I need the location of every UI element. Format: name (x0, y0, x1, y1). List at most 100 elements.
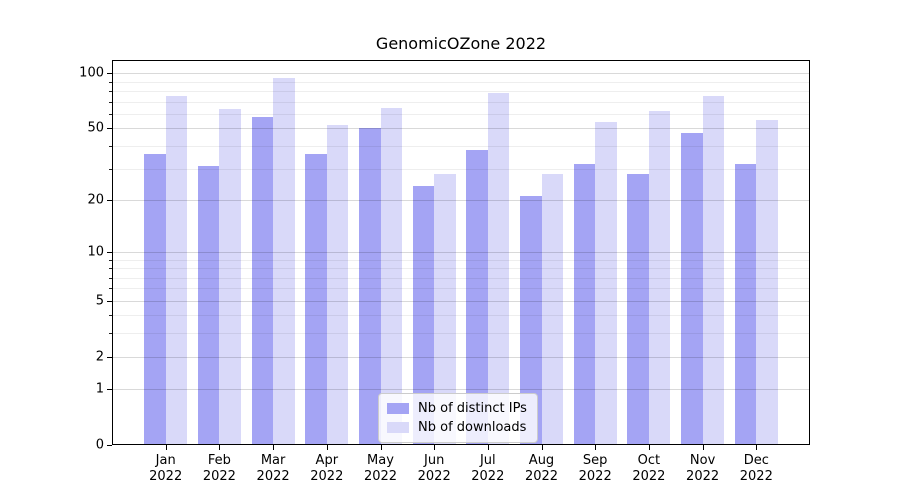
gridline-10 (112, 251, 810, 253)
xtick-sep (595, 445, 597, 450)
bar-nb-of-downloads-dec (756, 119, 778, 445)
xtick-month-mar: Mar (260, 453, 286, 468)
xtick-label-jun: Jun 2022 (402, 453, 466, 485)
gridline-minor-7 (112, 277, 810, 279)
legend-swatch-1 (387, 422, 409, 433)
xtick-month-oct: Oct (637, 453, 661, 468)
ytick-2 (107, 356, 112, 358)
legend-item-nb-of-downloads: Nb of downloads (387, 418, 527, 437)
xtick-year-aug: 2022 (524, 469, 559, 484)
xtick-nov (702, 445, 704, 450)
ytick-label-5: 5 (95, 293, 104, 309)
gridline-minor-70 (112, 101, 810, 103)
bar-nb-of-distinct-ips-oct (627, 173, 649, 445)
ytick-minor-7 (109, 277, 112, 279)
xtick-month-aug: Aug (528, 453, 555, 468)
bar-nb-of-downloads-sep (595, 122, 617, 445)
gridline-100 (112, 73, 810, 75)
bar-nb-of-downloads-jun (434, 173, 456, 445)
bar-nb-of-downloads-apr (326, 125, 349, 445)
bar-nb-of-downloads-feb (219, 108, 241, 445)
xtick-label-oct: Oct 2022 (617, 453, 681, 485)
ytick-label-1: 1 (95, 381, 104, 397)
gridline-minor-4 (112, 315, 810, 317)
xtick-oct (648, 445, 650, 450)
xtick-label-sep: Sep 2022 (563, 453, 627, 485)
xtick-month-apr: Apr (315, 453, 339, 468)
bar-nb-of-distinct-ips-jan (144, 154, 166, 445)
legend-label-1: Nb of downloads (418, 420, 527, 435)
ytick-50 (107, 128, 112, 130)
legend: Nb of distinct IPs Nb of downloads (378, 393, 538, 443)
xtick-year-feb: 2022 (202, 469, 236, 484)
bar-nb-of-downloads-jul (487, 93, 510, 445)
xtick-label-apr: Apr 2022 (295, 453, 359, 485)
xtick-label-jan: Jan 2022 (134, 453, 198, 485)
ytick-label-0: 0 (95, 437, 104, 453)
ytick-minor-9 (109, 259, 112, 261)
bar-nb-of-distinct-ips-mar (251, 116, 274, 445)
bottom-spine (112, 444, 810, 445)
xtick-jan (165, 445, 167, 450)
ytick-minor-60 (109, 114, 112, 115)
bar-nb-of-distinct-ips-aug (520, 196, 542, 445)
bar-nb-of-downloads-may (380, 107, 402, 445)
xtick-year-jan: 2022 (149, 469, 183, 484)
gridline-1 (112, 389, 810, 391)
gridline-minor-90 (112, 81, 810, 83)
bar-nb-of-downloads-nov (702, 96, 725, 445)
xtick-month-jun: Jun (424, 453, 445, 468)
gridline-20 (112, 199, 810, 201)
xtick-year-oct: 2022 (632, 469, 666, 484)
top-spine (112, 60, 810, 61)
bar-nb-of-distinct-ips-nov (681, 133, 703, 445)
xtick-month-nov: Nov (689, 453, 716, 468)
bar-nb-of-distinct-ips-may (359, 128, 381, 445)
left-spine (112, 60, 113, 445)
ytick-label-50: 50 (87, 120, 104, 136)
legend-label-0: Nb of distinct IPs (418, 401, 527, 416)
gridline-minor-60 (112, 114, 810, 115)
xtick-year-nov: 2022 (686, 469, 720, 484)
xtick-year-sep: 2022 (578, 469, 612, 484)
ytick-minor-6 (109, 288, 112, 290)
xtick-year-dec: 2022 (739, 469, 773, 484)
xtick-label-mar: Mar 2022 (241, 453, 305, 485)
ytick-label-20: 20 (87, 192, 104, 208)
xtick-month-feb: Feb (207, 453, 231, 468)
xtick-label-dec: Dec 2022 (724, 453, 788, 485)
bar-nb-of-distinct-ips-jul (466, 150, 488, 445)
xtick-year-may: 2022 (363, 469, 398, 484)
ytick-10 (107, 251, 112, 253)
legend-item-nb-of-distinct-ips: Nb of distinct IPs (387, 399, 527, 418)
xtick-label-jul: Jul 2022 (456, 453, 520, 485)
plot-area: 0 1 2 5 10 20 50 100 Jan 2022 Feb 2022 Mar 2022 Apr 202… (79, 60, 810, 484)
gridline-5 (112, 300, 810, 302)
ytick-minor-70 (109, 101, 112, 103)
gridline-minor-30 (112, 168, 810, 170)
bar-nb-of-distinct-ips-sep (573, 163, 596, 445)
gridline-minor-40 (112, 146, 810, 147)
chart-title: GenomicOZone 2022 (375, 34, 547, 53)
ytick-100 (107, 73, 112, 75)
xtick-jul (487, 445, 489, 450)
xtick-may (380, 445, 382, 450)
ytick-minor-8 (109, 268, 112, 270)
xtick-apr (326, 445, 328, 450)
bar-nb-of-distinct-ips-dec (734, 163, 757, 445)
gridline-2 (112, 356, 810, 358)
ytick-minor-4 (109, 315, 112, 317)
xtick-aug (541, 445, 543, 450)
xtick-month-dec: Dec (743, 453, 769, 468)
bar-nb-of-distinct-ips-feb (197, 165, 220, 445)
bar-nb-of-distinct-ips-jun (412, 185, 435, 445)
ytick-minor-30 (109, 168, 112, 170)
xtick-feb (219, 445, 221, 450)
ytick-minor-3 (109, 333, 112, 335)
xtick-month-jan: Jan (155, 453, 176, 468)
ytick-label-100: 100 (79, 65, 104, 81)
gridline-minor-80 (112, 91, 810, 93)
xtick-label-feb: Feb 2022 (187, 453, 251, 485)
ytick-0 (107, 445, 112, 446)
